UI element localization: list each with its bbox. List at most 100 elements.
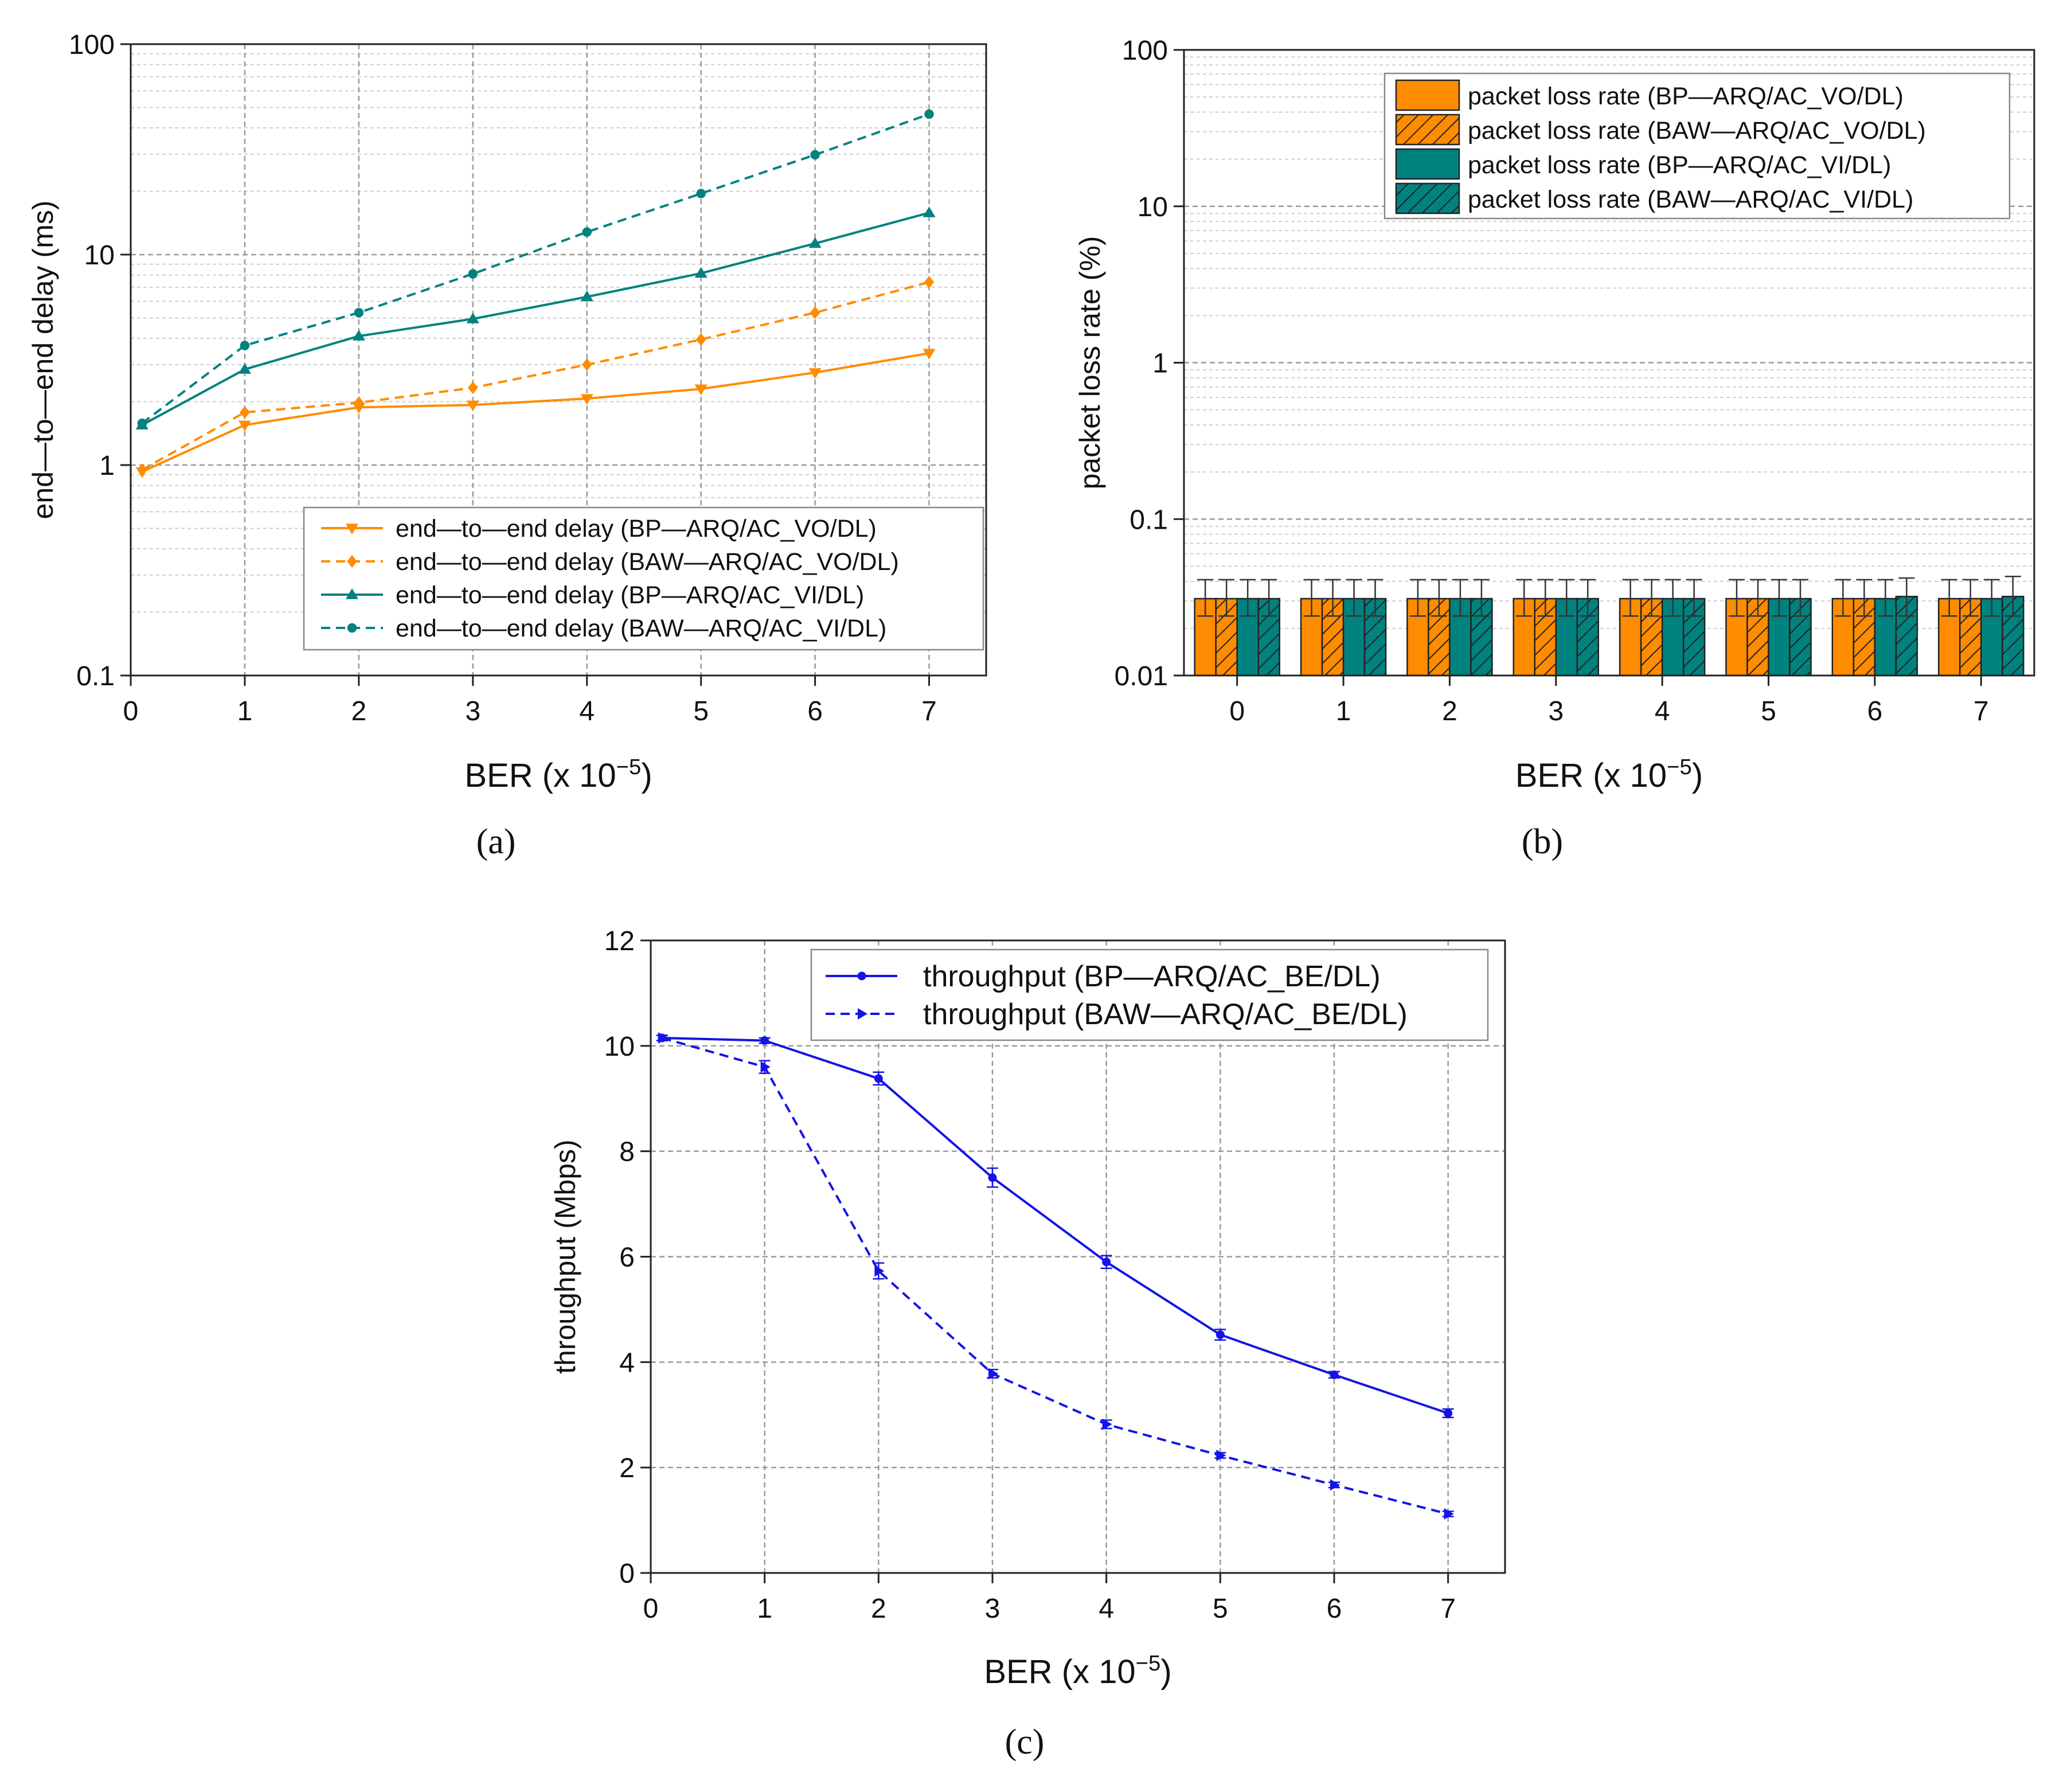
legend-label: end—to—end delay (BP—ARQ/AC_VO/DL) [396, 515, 877, 542]
legend-label: throughput (BP—ARQ/AC_BE/DL) [923, 960, 1381, 993]
series-line-1 [662, 1037, 1449, 1515]
data-point [874, 1074, 883, 1083]
y-tick-label: 10 [84, 240, 115, 271]
data-point [1444, 1508, 1454, 1520]
x-tick-label: 4 [579, 696, 595, 727]
y-tick-label: 10 [1138, 192, 1168, 222]
legend-label: end—to—end delay (BP—ARQ/AC_VI/DL) [396, 581, 864, 609]
legend-marker [346, 588, 358, 599]
x-axis-label: BER (x 10−5) [1515, 755, 1703, 794]
data-point [240, 341, 250, 350]
data-point [240, 406, 250, 419]
y-tick-label: 100 [1122, 36, 1168, 66]
x-tick-label: 5 [1761, 696, 1776, 727]
x-tick-label: 0 [1229, 696, 1245, 727]
data-point [1330, 1479, 1340, 1491]
data-point [580, 394, 593, 405]
x-tick-label: 7 [1440, 1594, 1456, 1624]
x-axis-label: BER (x 10−5) [464, 755, 652, 794]
data-point [924, 275, 935, 288]
panel-label: (b) [1522, 822, 1563, 861]
y-tick-label: 1 [99, 451, 115, 481]
legend-label: throughput (BAW—ARQ/AC_BE/DL) [923, 998, 1408, 1031]
data-point [808, 368, 822, 379]
data-point [1330, 1370, 1339, 1379]
x-tick-label: 4 [1655, 696, 1670, 727]
data-point [582, 227, 592, 237]
legend-label: packet loss rate (BP—ARQ/AC_VI/DL) [1468, 151, 1891, 179]
data-point [808, 237, 822, 248]
data-point [352, 330, 365, 341]
x-tick-label: 1 [1336, 696, 1351, 727]
y-tick-label: 1 [1152, 349, 1168, 379]
x-tick-label: 2 [1442, 696, 1457, 727]
x-tick-label: 7 [1973, 696, 1989, 727]
x-tick-label: 0 [643, 1594, 659, 1624]
data-point [238, 420, 251, 432]
data-point [658, 1032, 668, 1044]
plot-frame [1183, 49, 2035, 677]
chart-a-delay: 0.1 1 10 100 0 1 2 3 4 5 6 7 end—to—end delay (BP—AR… [27, 30, 987, 861]
legend-swatch [1395, 148, 1460, 180]
data-point [694, 267, 708, 278]
data-point [468, 269, 478, 279]
y-tick-label: 8 [619, 1137, 635, 1168]
legend-box [810, 948, 1489, 1041]
data-point [466, 400, 479, 412]
series-line-1 [141, 281, 930, 471]
y-tick-label: 2 [619, 1453, 635, 1483]
data-point [988, 1368, 998, 1380]
legend-box [1383, 72, 2011, 220]
data-point [137, 418, 147, 428]
legend-marker [347, 623, 357, 633]
x-axis-label-exponent: −5 [1136, 1651, 1161, 1676]
legend-swatch-hatch [1396, 184, 1459, 213]
x-tick-label: 6 [1867, 696, 1883, 727]
legend-swatch [1395, 79, 1460, 111]
x-tick-label: 3 [465, 696, 480, 727]
y-tick-label: 0 [619, 1559, 635, 1589]
panel-label: (c) [1005, 1723, 1045, 1762]
x-tick-label: 7 [921, 696, 937, 727]
legend-marker [347, 555, 357, 568]
x-axis-label-main: BER (x 10 [464, 757, 616, 794]
x-axis-label-exponent: −5 [1667, 755, 1692, 779]
data-point [238, 363, 251, 374]
plot-frame [650, 939, 1506, 1574]
y-axis-label: throughput (Mbps) [549, 1139, 581, 1374]
plot-frame [130, 43, 987, 677]
legend-marker [858, 1008, 867, 1020]
x-tick-label: 3 [985, 1594, 1000, 1624]
legend-marker [857, 971, 866, 981]
legend-label: packet loss rate (BAW—ARQ/AC_VI/DL) [1468, 186, 1913, 213]
x-axis-label-end: ) [1692, 757, 1703, 794]
data-point [694, 384, 708, 396]
x-axis-label-end: ) [641, 757, 652, 794]
data-point [923, 349, 936, 360]
data-point [468, 381, 478, 395]
y-tick-label: 100 [69, 30, 115, 60]
y-tick-label: 10 [604, 1032, 635, 1062]
data-point [923, 206, 936, 217]
data-point [988, 1173, 997, 1182]
x-tick-label: 6 [1327, 1594, 1342, 1624]
x-tick-label: 5 [1213, 1594, 1228, 1624]
x-axis-label-exponent: −5 [616, 755, 642, 779]
data-point [1215, 1330, 1225, 1340]
data-point [1216, 1450, 1226, 1462]
y-tick-label: 0.1 [76, 661, 115, 692]
data-point [1444, 1408, 1453, 1418]
data-point [924, 109, 934, 119]
y-tick-label: 6 [619, 1243, 635, 1273]
x-tick-label: 6 [807, 696, 823, 727]
x-tick-label: 2 [871, 1594, 886, 1624]
y-tick-label: 0.1 [1129, 505, 1168, 535]
series-line-0 [662, 1037, 1449, 1415]
chart-b-packet-loss: 0.01 0.1 1 10 100 0 1 2 3 4 5 6 7 packet loss rate (B… [1074, 36, 2035, 861]
data-point [466, 313, 479, 323]
series-line-0 [142, 352, 929, 473]
y-tick-label: 12 [604, 926, 635, 956]
panel-label: (a) [476, 822, 516, 861]
